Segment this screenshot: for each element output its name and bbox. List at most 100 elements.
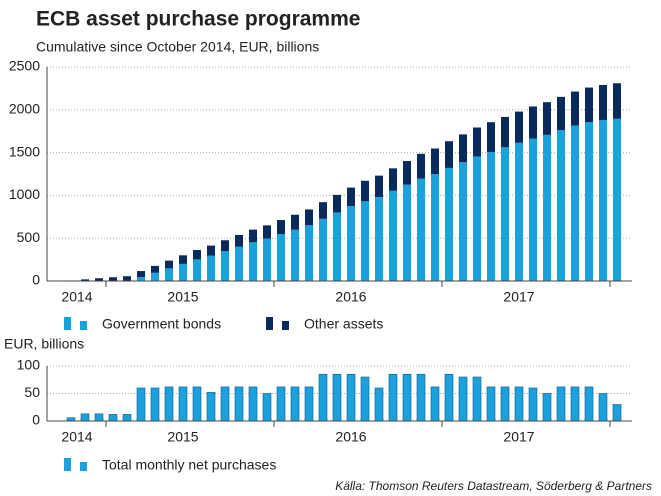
bar bbox=[137, 271, 145, 278]
y-tick-label: 2000 bbox=[9, 101, 40, 117]
bar bbox=[80, 413, 90, 422]
y-tick-label: 0 bbox=[32, 272, 40, 288]
y-tick-label: 100 bbox=[17, 357, 41, 373]
bar bbox=[263, 238, 271, 281]
bar bbox=[361, 180, 369, 202]
bar bbox=[445, 167, 453, 281]
legend-swatch bbox=[282, 321, 289, 330]
bar bbox=[333, 212, 341, 281]
bar bbox=[431, 148, 439, 175]
x-tick-label: 2017 bbox=[503, 429, 534, 445]
bar bbox=[136, 387, 146, 422]
bar bbox=[94, 413, 104, 422]
bar bbox=[557, 96, 565, 131]
y-axis-label: EUR, billions bbox=[4, 336, 84, 352]
bar bbox=[151, 265, 159, 273]
x-tick-label: 2017 bbox=[503, 289, 534, 305]
bar bbox=[332, 373, 342, 422]
bar bbox=[276, 386, 286, 422]
bar bbox=[472, 376, 482, 422]
bar bbox=[529, 106, 537, 139]
bar bbox=[388, 373, 398, 422]
bar bbox=[347, 187, 355, 207]
bar bbox=[500, 386, 510, 422]
bar bbox=[417, 153, 425, 179]
bar bbox=[277, 234, 285, 281]
bar bbox=[178, 386, 188, 422]
bar bbox=[109, 277, 117, 281]
bar bbox=[249, 229, 257, 243]
bar bbox=[347, 206, 355, 281]
bar bbox=[164, 386, 174, 422]
bar bbox=[193, 250, 201, 260]
bar bbox=[319, 218, 327, 281]
bar bbox=[598, 393, 608, 422]
bar bbox=[220, 386, 230, 422]
bar bbox=[333, 194, 341, 213]
bar bbox=[403, 184, 411, 281]
bar bbox=[487, 122, 495, 153]
bar bbox=[571, 91, 579, 126]
y-tick-label: 2500 bbox=[9, 58, 40, 74]
x-tick-label: 2014 bbox=[61, 429, 92, 445]
bar bbox=[403, 161, 411, 185]
bar bbox=[192, 386, 202, 422]
bar bbox=[585, 122, 593, 281]
bar bbox=[95, 278, 103, 281]
bar bbox=[459, 134, 467, 163]
chart-title: ECB asset purchase programme bbox=[36, 8, 360, 31]
bar bbox=[501, 116, 509, 148]
bar bbox=[473, 127, 481, 157]
legend-swatch bbox=[80, 462, 87, 471]
y-tick-label: 1500 bbox=[9, 143, 40, 159]
bar bbox=[277, 220, 285, 235]
bar bbox=[81, 279, 89, 281]
bar bbox=[458, 376, 468, 422]
bar bbox=[375, 197, 383, 281]
bar bbox=[206, 392, 216, 422]
bar bbox=[290, 386, 300, 422]
bar bbox=[402, 373, 412, 422]
bar bbox=[179, 263, 187, 281]
bar bbox=[262, 393, 272, 422]
bar bbox=[305, 209, 313, 226]
legend-swatch bbox=[266, 317, 273, 330]
y-tick-label: 0 bbox=[32, 412, 40, 428]
bar bbox=[179, 255, 187, 264]
bar bbox=[234, 386, 244, 422]
bar bbox=[123, 276, 131, 281]
bar bbox=[543, 134, 551, 281]
bar bbox=[108, 414, 118, 422]
x-tick-label: 2015 bbox=[167, 429, 198, 445]
bar bbox=[430, 386, 440, 422]
bar bbox=[501, 147, 509, 281]
bar bbox=[487, 152, 495, 281]
bar bbox=[165, 268, 173, 281]
bar bbox=[389, 168, 397, 191]
bar bbox=[122, 414, 132, 422]
bar bbox=[599, 120, 607, 282]
bar bbox=[346, 373, 356, 422]
bar bbox=[305, 225, 313, 281]
bar bbox=[360, 376, 370, 422]
bar bbox=[486, 386, 496, 422]
bar bbox=[612, 404, 622, 422]
bar bbox=[291, 214, 299, 230]
bar bbox=[473, 156, 481, 281]
bar bbox=[613, 118, 621, 282]
bar bbox=[235, 246, 243, 281]
bar bbox=[585, 87, 593, 123]
bar bbox=[207, 255, 215, 281]
y-tick-label: 500 bbox=[17, 229, 41, 245]
bar bbox=[249, 242, 257, 281]
x-tick-label: 2015 bbox=[167, 289, 198, 305]
bar bbox=[207, 245, 215, 256]
legend-label: Total monthly net purchases bbox=[102, 457, 276, 473]
bar bbox=[444, 373, 454, 422]
bar bbox=[613, 83, 621, 119]
bar bbox=[459, 162, 467, 281]
bar bbox=[584, 386, 594, 422]
bar bbox=[416, 373, 426, 422]
bar bbox=[318, 373, 328, 422]
